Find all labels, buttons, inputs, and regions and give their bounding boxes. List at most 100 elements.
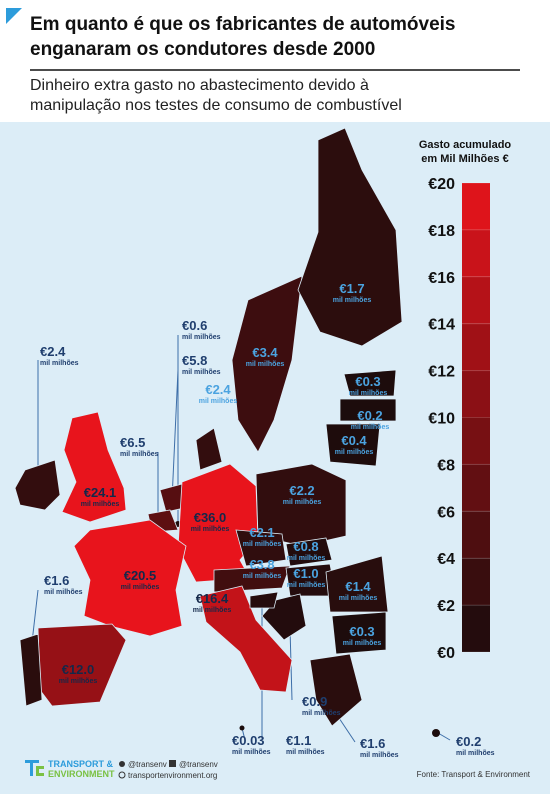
- unit-label: mil milhões: [302, 710, 341, 717]
- value-label: €0.3: [349, 624, 374, 639]
- legend-tick-label: €20: [428, 176, 455, 193]
- region: [195, 427, 223, 471]
- source: Fonte: Transport & Environment: [417, 770, 531, 779]
- region: [297, 127, 403, 347]
- legend: €0 €2 €4 €6 €8 €10 €12 €14 €16 €18 €20: [428, 176, 490, 662]
- facebook[interactable]: @transenv: [179, 760, 218, 769]
- value-label: €3.4: [252, 345, 278, 360]
- legend-tick-label: €4: [437, 551, 455, 568]
- value-label: €0.2: [456, 734, 481, 749]
- value-label: €5.8: [182, 353, 207, 368]
- legend-band: [462, 370, 490, 418]
- region: [61, 411, 127, 523]
- unit-label: mil milhões: [243, 541, 282, 548]
- corner-icon: [6, 8, 22, 24]
- value-label: €2.4: [205, 382, 231, 397]
- unit-label: mil milhões: [335, 449, 374, 456]
- unit-label: mil milhões: [246, 361, 285, 368]
- unit-label: mil milhões: [44, 589, 83, 596]
- legend-band: [462, 417, 490, 465]
- unit-label: mil milhões: [191, 526, 230, 533]
- unit-label: mil milhões: [283, 499, 322, 506]
- unit-label: mil milhões: [339, 595, 378, 602]
- value-label: €12.0: [62, 662, 95, 677]
- subtitle: Dinheiro extra gasto no abastecimento de…: [30, 77, 369, 94]
- region: [239, 725, 245, 731]
- legend-tick-label: €16: [428, 270, 455, 287]
- unit-label: mil milhões: [182, 369, 221, 376]
- value-label: €6.5: [120, 435, 145, 450]
- value-label: €0.3: [355, 374, 380, 389]
- value-label: €2.1: [249, 525, 274, 540]
- facebook-icon: [169, 760, 176, 767]
- web-icon: [118, 771, 126, 779]
- value-label: €1.4: [345, 579, 371, 594]
- legend-band: [462, 605, 490, 652]
- twitter[interactable]: @transenv: [128, 760, 167, 769]
- logo-bar: [36, 766, 39, 776]
- website[interactable]: transportenvironment.org: [128, 771, 217, 780]
- unit-label: mil milhões: [287, 555, 326, 562]
- unit-label: mil milhões: [349, 390, 388, 397]
- value-label: €36.0: [194, 510, 227, 525]
- value-label: €1.0: [293, 566, 318, 581]
- legend-tick-label: €10: [428, 411, 455, 428]
- footer: TRANSPORT & ENVIRONMENT @transenv @trans…: [25, 759, 531, 780]
- twitter-icon: [119, 761, 125, 767]
- logo-bar: [30, 760, 33, 776]
- leader-line: [171, 369, 179, 501]
- legend-tick-label: €0: [437, 645, 455, 662]
- value-label: €2.2: [289, 483, 314, 498]
- value-label: €20.5: [124, 568, 157, 583]
- value-label: €1.6: [44, 573, 69, 588]
- unit-label: mil milhões: [286, 749, 325, 756]
- logo-bar: [36, 766, 44, 769]
- region: [325, 555, 389, 613]
- unit-label: mil milhões: [81, 501, 120, 508]
- legend-band: [462, 511, 490, 559]
- unit-label: mil milhões: [360, 752, 399, 759]
- value-label: €0.4: [341, 433, 367, 448]
- legend-tick-label: €6: [437, 504, 455, 521]
- region: [325, 423, 381, 467]
- value-label: €1.6: [360, 736, 385, 751]
- region: [213, 565, 291, 593]
- legend-band: [462, 323, 490, 371]
- unit-label: mil milhões: [333, 297, 372, 304]
- unit-label: mil milhões: [120, 451, 159, 458]
- unit-label: mil milhões: [59, 678, 98, 685]
- region: [343, 369, 397, 397]
- title: Em quanto é que os fabricantes de automó…: [30, 14, 456, 35]
- unit-label: mil milhões: [121, 584, 160, 591]
- region: [285, 537, 333, 567]
- legend-tick-label: €12: [428, 364, 455, 381]
- unit-label: mil milhões: [287, 582, 326, 589]
- header-background: [0, 0, 550, 122]
- region: [249, 591, 279, 609]
- title: enganaram os condutores desde 2000: [30, 39, 375, 60]
- legend-band: [462, 229, 490, 277]
- unit-label: mil milhões: [456, 750, 495, 757]
- value-label: €0.8: [293, 539, 318, 554]
- unit-label: mil milhões: [199, 398, 238, 405]
- unit-label: mil milhões: [351, 424, 390, 431]
- legend-band: [462, 558, 490, 606]
- unit-label: mil milhões: [343, 640, 382, 647]
- region: [331, 611, 387, 655]
- region: [235, 529, 287, 567]
- unit-label: mil milhões: [232, 749, 271, 756]
- value-label: €3.8: [249, 557, 274, 572]
- unit-label: mil milhões: [40, 360, 79, 367]
- legend-tick-label: €2: [437, 598, 455, 615]
- legend-band: [462, 464, 490, 512]
- legend-title: Gasto acumulado: [419, 139, 512, 151]
- region: [309, 653, 363, 727]
- legend-tick-label: €14: [428, 317, 455, 334]
- value-label: €2.4: [40, 344, 66, 359]
- regions: [14, 127, 440, 737]
- leader-line: [437, 732, 451, 741]
- legend-tick-label: €18: [428, 223, 455, 240]
- value-label: €0.03: [232, 733, 265, 748]
